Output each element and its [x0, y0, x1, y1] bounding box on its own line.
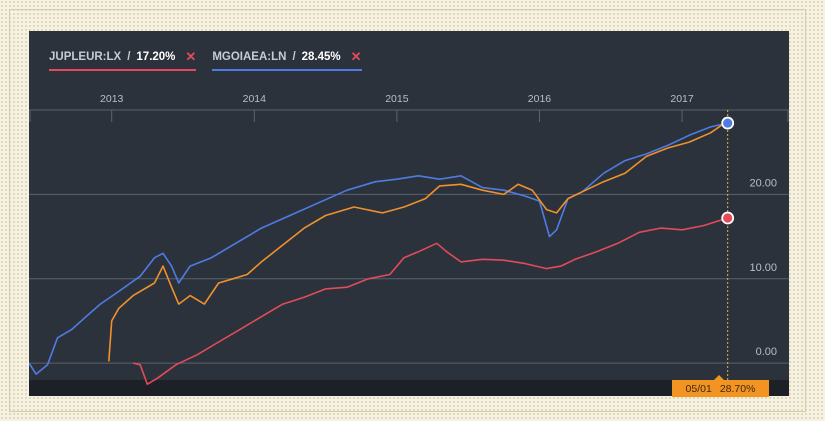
tooltip-date: 05/01 [685, 382, 712, 395]
grid-lines [29, 109, 789, 396]
timeline-strip [29, 380, 789, 396]
close-icon[interactable]: ✕ [350, 49, 362, 64]
legend-ticker: MGOIAEA:LN [212, 51, 287, 63]
cursor-tooltip: 05/01 28.70% [672, 375, 769, 397]
series-lines [29, 120, 729, 385]
x-tick-label: 2016 [528, 93, 552, 105]
legend-item-mgoiaea[interactable]: MGOIAEA:LN / 28.45% ✕ [212, 49, 362, 71]
tooltip-value: 28.70% [719, 382, 756, 395]
y-tick-label: 0.00 [756, 346, 777, 358]
series-line [132, 217, 728, 385]
legend: JUPLEUR:LX / 17.20% ✕ MGOIAEA:LN / 28.45… [49, 49, 362, 71]
series-line [108, 120, 729, 362]
x-tick-label: 2015 [385, 93, 409, 105]
legend-separator: / [127, 51, 131, 63]
series-end-marker [721, 211, 735, 225]
end-markers [721, 116, 735, 225]
chart-frame [9, 9, 806, 412]
chart-svg[interactable]: 2013 2014 2015 2016 2017 20.00 10.00 0.00 [29, 31, 789, 396]
legend-value: 28.45% [301, 51, 341, 63]
series-end-marker [721, 116, 735, 130]
series-line [29, 122, 728, 375]
legend-value: 17.20% [136, 51, 176, 63]
legend-item-jupleur[interactable]: JUPLEUR:LX / 17.20% ✕ [49, 49, 197, 71]
legend-separator: / [292, 51, 296, 63]
x-tick-label: 2014 [243, 93, 267, 105]
x-tick-label: 2013 [100, 93, 124, 105]
y-axis: 20.00 10.00 0.00 [749, 177, 777, 358]
legend-ticker: JUPLEUR:LX [49, 51, 122, 63]
chart-panel: 2013 2014 2015 2016 2017 20.00 10.00 0.00 JUPL… [29, 31, 789, 397]
x-axis: 2013 2014 2015 2016 2017 [29, 93, 789, 122]
y-tick-label: 10.00 [749, 262, 777, 274]
x-tick-label: 2017 [670, 93, 694, 105]
y-tick-label: 20.00 [749, 177, 777, 189]
close-icon[interactable]: ✕ [185, 49, 197, 64]
